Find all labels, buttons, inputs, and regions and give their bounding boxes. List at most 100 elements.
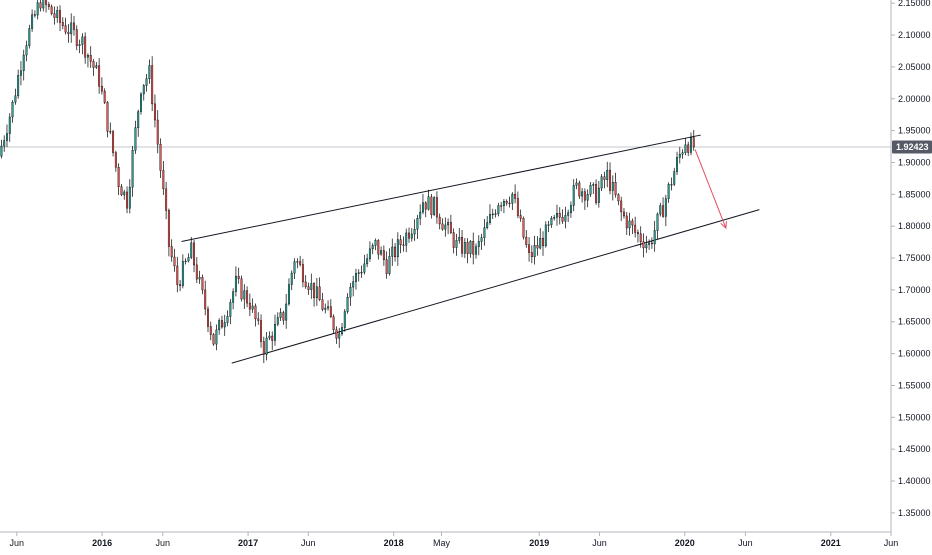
candle-up xyxy=(346,297,349,312)
x-tick-label: Jun xyxy=(738,538,753,548)
candle-up xyxy=(95,65,98,68)
candle-down xyxy=(301,264,304,283)
y-tick-label: 1.75000 xyxy=(898,253,931,263)
candle-up xyxy=(405,232,408,246)
candle-up xyxy=(360,272,363,274)
candle-down xyxy=(61,22,64,26)
candle-up xyxy=(229,302,232,317)
candle-down xyxy=(209,326,212,335)
candle-down xyxy=(33,14,36,16)
candle-up xyxy=(226,316,229,323)
candle-down xyxy=(516,198,519,216)
candle-up xyxy=(184,260,187,263)
candle-up xyxy=(502,201,505,206)
x-tick-label: May xyxy=(433,538,451,548)
candle-up xyxy=(491,213,494,216)
candle-up xyxy=(477,241,480,247)
y-tick-label: 1.50000 xyxy=(898,412,931,422)
candle-up xyxy=(656,213,659,231)
candle-down xyxy=(449,222,452,233)
candle-up xyxy=(444,224,447,230)
candle-up xyxy=(187,257,190,262)
candle-down xyxy=(156,119,159,145)
candle-up xyxy=(419,211,422,219)
candle-down xyxy=(377,240,380,255)
candle-up xyxy=(315,286,318,299)
candle-up xyxy=(293,261,296,274)
candle-up xyxy=(0,145,3,157)
candle-up xyxy=(137,111,140,128)
candle-up xyxy=(489,214,491,223)
candle-up xyxy=(349,286,352,298)
candle-up xyxy=(410,233,413,239)
lower-trendline xyxy=(231,209,760,364)
candle-up xyxy=(181,261,184,286)
price-axis[interactable]: 1.35000 1.40000 1.45000 1.50000 1.55000 1.600… xyxy=(891,0,931,518)
candle-down xyxy=(246,290,249,304)
price-badge-label: 1.92423 xyxy=(896,142,929,152)
candle-up xyxy=(19,70,22,76)
candle-down xyxy=(603,176,606,180)
candle-up xyxy=(564,215,567,222)
candle-up xyxy=(28,28,31,46)
candle-down xyxy=(201,277,204,291)
candle-down xyxy=(620,200,623,213)
candle-down xyxy=(167,210,170,247)
candle-down xyxy=(500,205,503,207)
candle-down xyxy=(257,318,260,321)
y-tick-label: 1.40000 xyxy=(898,476,931,486)
candle-up xyxy=(215,329,218,345)
candle-up xyxy=(70,22,73,35)
candle-up xyxy=(218,320,221,331)
candle-up xyxy=(128,186,131,209)
candle-down xyxy=(67,31,70,35)
candle-down xyxy=(623,211,625,217)
candle-down xyxy=(75,29,78,46)
candle-up xyxy=(327,306,330,309)
candle-up xyxy=(427,196,430,210)
candle-up xyxy=(396,239,399,258)
candle-up xyxy=(290,272,293,285)
candle-down xyxy=(248,302,251,310)
x-tick-label: 2016 xyxy=(92,538,112,548)
time-axis[interactable]: Jun 2016 Jun 2017 Jun 2018 May 2019 Jun 2020 Jun 20… xyxy=(9,532,898,548)
candle-down xyxy=(165,188,168,211)
candle-down xyxy=(424,202,427,210)
candle-down xyxy=(106,102,109,132)
candle-down xyxy=(162,170,165,190)
candle-up xyxy=(533,245,536,258)
candle-up xyxy=(569,205,572,213)
candle-series xyxy=(0,0,695,364)
candle-down xyxy=(332,316,335,331)
candle-down xyxy=(402,244,405,246)
candle-up xyxy=(265,337,268,355)
candle-down xyxy=(170,246,173,258)
candle-up xyxy=(572,185,575,206)
candle-up xyxy=(338,333,341,339)
candle-down xyxy=(614,182,617,195)
candle-down xyxy=(254,305,257,320)
candle-up xyxy=(78,44,81,46)
candle-down xyxy=(542,237,544,247)
candle-up xyxy=(352,281,355,288)
candle-down xyxy=(321,299,324,310)
candle-up xyxy=(11,101,14,118)
candle-up xyxy=(31,14,34,29)
y-tick-label: 1.60000 xyxy=(898,349,931,359)
candle-up xyxy=(581,191,584,197)
candle-down xyxy=(466,242,469,254)
candle-down xyxy=(385,259,388,274)
candle-up xyxy=(678,154,681,158)
candle-up xyxy=(550,217,553,225)
y-tick-label: 2.10000 xyxy=(898,30,931,40)
trendline-group[interactable] xyxy=(181,134,760,364)
candle-up xyxy=(676,157,678,172)
candle-up xyxy=(480,237,483,242)
candle-down xyxy=(318,286,321,300)
candle-down xyxy=(204,289,207,310)
candle-down xyxy=(282,312,285,321)
y-tick-label: 1.65000 xyxy=(898,317,931,327)
candle-down xyxy=(84,36,87,58)
